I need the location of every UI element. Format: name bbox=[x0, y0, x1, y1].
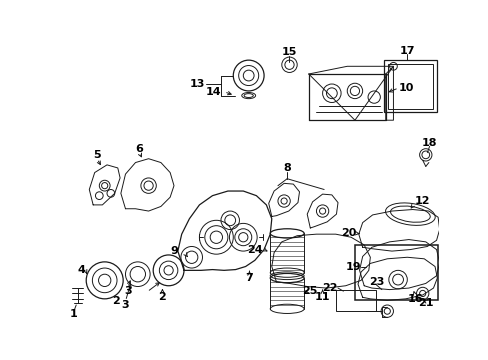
Text: 25: 25 bbox=[302, 286, 317, 296]
Text: 1: 1 bbox=[70, 309, 78, 319]
Text: 4: 4 bbox=[78, 265, 85, 275]
Text: 15: 15 bbox=[281, 48, 297, 58]
Text: 10: 10 bbox=[398, 83, 413, 93]
Text: 3: 3 bbox=[124, 286, 131, 296]
Bar bbox=[354, 245, 437, 300]
Text: 13: 13 bbox=[190, 79, 205, 89]
Text: 3: 3 bbox=[122, 300, 129, 310]
Text: 9: 9 bbox=[170, 246, 178, 256]
Text: 16: 16 bbox=[407, 294, 422, 304]
Text: 5: 5 bbox=[93, 150, 101, 160]
Text: 21: 21 bbox=[417, 298, 433, 309]
Text: 11: 11 bbox=[314, 292, 330, 302]
Bar bbox=[335, 289, 375, 311]
Text: 2: 2 bbox=[158, 292, 166, 302]
Text: 12: 12 bbox=[413, 196, 429, 206]
Text: 24: 24 bbox=[246, 244, 262, 255]
Text: 19: 19 bbox=[345, 261, 361, 271]
Text: 6: 6 bbox=[135, 144, 143, 154]
Text: 23: 23 bbox=[368, 277, 384, 287]
Text: 8: 8 bbox=[283, 163, 290, 173]
Text: 20: 20 bbox=[341, 228, 356, 238]
Text: 14: 14 bbox=[205, 87, 221, 97]
Text: 22: 22 bbox=[322, 283, 337, 293]
Text: 17: 17 bbox=[399, 46, 414, 56]
Bar bbox=[384, 60, 436, 112]
Text: 7: 7 bbox=[245, 273, 253, 283]
Text: 2: 2 bbox=[112, 296, 120, 306]
Bar bbox=[387, 64, 432, 109]
Text: 18: 18 bbox=[421, 138, 436, 148]
